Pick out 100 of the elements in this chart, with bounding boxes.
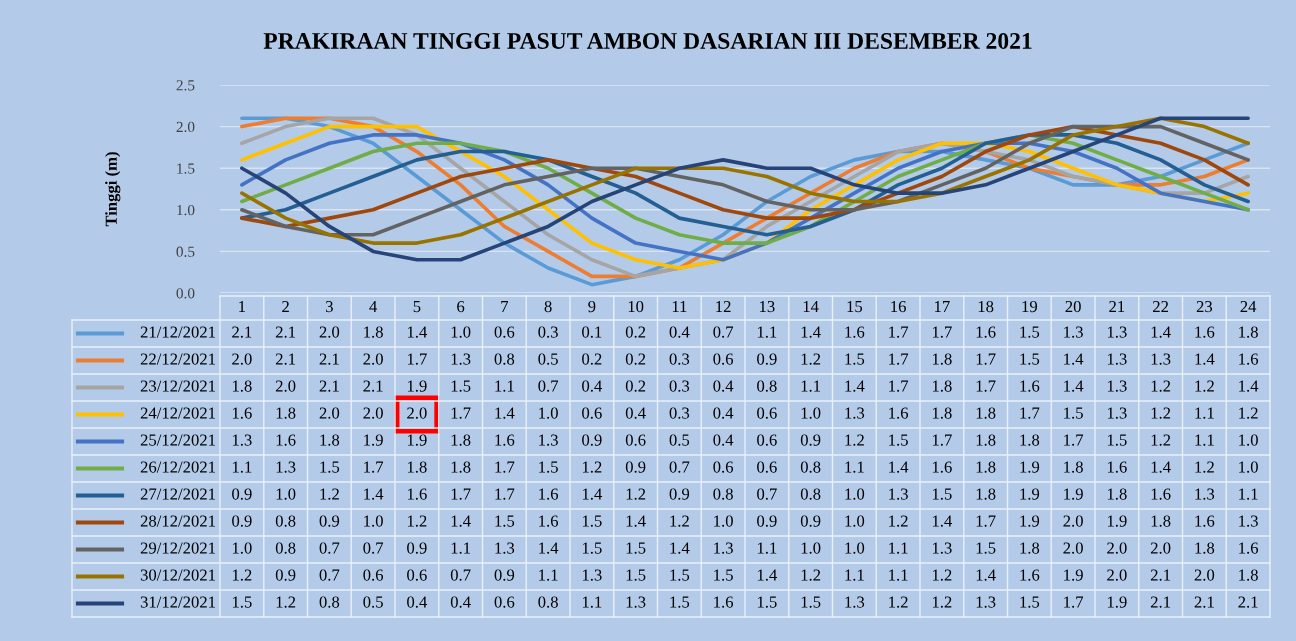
data-label: 1.4 [407,326,428,338]
data-label: 1.6 [1107,461,1127,473]
x-tick-label: 21 [1109,300,1125,313]
data-label: 0.4 [713,380,734,392]
data-label: 1.5 [320,461,340,473]
data-label: 1.1 [757,326,777,338]
data-label: 1.4 [1064,353,1084,365]
data-label: 1.3 [1064,326,1083,338]
data-label: 1.9 [1020,515,1040,527]
data-label: 1.2 [1195,461,1214,473]
data-label: 1.5 [1020,596,1040,608]
data-label: 2.1 [319,353,339,365]
data-label: 0.9 [625,461,646,473]
data-label: 1.8 [1020,434,1040,446]
data-label: 1.3 [276,461,296,473]
legend-label: 29/12/2021 [140,542,215,554]
x-tick-label: 15 [847,301,863,313]
data-label: 1.3 [1107,380,1127,392]
data-label: 0.4 [625,407,646,419]
data-label: 0.9 [494,569,515,581]
data-label: 0.5 [669,434,690,446]
data-label: 1.5 [582,542,602,554]
data-label: 1.6 [845,326,865,338]
data-label: 1.6 [714,596,734,608]
data-label: 2.1 [319,380,339,392]
data-label: 1.4 [845,380,865,392]
data-label: 1.4 [976,569,996,581]
data-label: 0.4 [713,434,734,446]
x-tick-label: 7 [501,301,509,313]
data-label: 1.7 [976,353,996,365]
data-label: 1.9 [1107,596,1127,608]
x-tick-label: 5 [413,301,421,313]
data-label: 0.7 [757,488,777,500]
data-label: 0.6 [363,569,384,581]
x-tick-label: 23 [1196,300,1213,313]
x-tick-label: 8 [544,300,552,313]
data-label: 1.4 [757,569,778,581]
data-label: 0.4 [582,380,603,392]
data-label: 1.8 [320,434,340,446]
data-label: 2.0 [363,407,383,419]
data-label: 1.0 [801,542,821,554]
data-label: 0.8 [275,542,296,554]
data-label: 1.6 [1020,569,1040,581]
legend-label: 30/12/2021 [140,569,215,581]
data-label: 2.0 [232,353,252,365]
data-label: 1.0 [539,407,558,419]
data-label: 1.8 [232,380,252,392]
data-label: 1.3 [1195,488,1215,500]
data-label: 1.5 [451,380,471,392]
data-label: 0.1 [582,326,602,338]
data-label: 1.1 [845,569,864,581]
data-label: 2.1 [1194,596,1214,608]
data-label: 1.8 [976,461,996,473]
legend-label: 27/12/2021 [140,488,215,500]
data-label: 1.5 [714,569,733,581]
data-label: 1.5 [1064,407,1083,419]
data-label: 1.3 [976,596,996,608]
data-label: 1.4 [495,407,515,419]
data-label: 1.8 [932,380,952,392]
data-label: 1.6 [495,434,515,446]
data-label: 1.5 [801,596,821,608]
x-tick-label: 22 [1153,300,1169,313]
data-label: 2.1 [275,353,296,365]
data-label: 1.3 [1107,353,1127,365]
data-label: 1.4 [539,542,559,554]
data-label: 1.1 [801,380,821,392]
data-label: 0.7 [363,542,384,554]
data-label: 2.0 [1194,569,1215,581]
data-label: 0.2 [582,353,602,365]
data-label: 1.3 [889,488,908,500]
data-label: 1.6 [1195,326,1215,338]
data-label: 0.5 [363,596,383,608]
data-label: 1.1 [757,542,777,554]
x-tick-label: 12 [716,300,731,313]
data-label: 1.2 [407,515,427,527]
x-tick-label: 2 [282,300,289,313]
data-label: 0.8 [275,515,296,527]
data-label: 1.7 [976,515,996,527]
y-axis-title: Tinggi (m) [105,152,121,227]
data-label: 0.9 [757,515,777,527]
data-label: 1.6 [539,488,559,500]
data-label: 2.0 [1150,542,1171,554]
data-label: 1.3 [1107,407,1127,419]
y-tick-label: 2.0 [176,121,195,133]
legend-label: 22/12/2021 [140,353,215,365]
data-label: 1.9 [1020,461,1040,473]
data-label: 1.0 [364,515,383,527]
data-label: 1.0 [1239,461,1258,473]
data-label: 1.5 [626,542,646,554]
data-label: 1.9 [1107,515,1127,527]
data-label: 0.7 [713,326,734,338]
data-label: 0.6 [625,434,646,446]
x-tick-label: 1 [239,301,246,313]
data-label: 0.8 [800,461,821,473]
data-label: 1.2 [1239,407,1258,419]
data-label: 1.5 [670,596,690,608]
data-label: 1.6 [539,515,559,527]
data-label: 0.9 [319,515,340,527]
data-label: 1.0 [714,515,733,527]
data-label: 1.2 [801,569,821,581]
